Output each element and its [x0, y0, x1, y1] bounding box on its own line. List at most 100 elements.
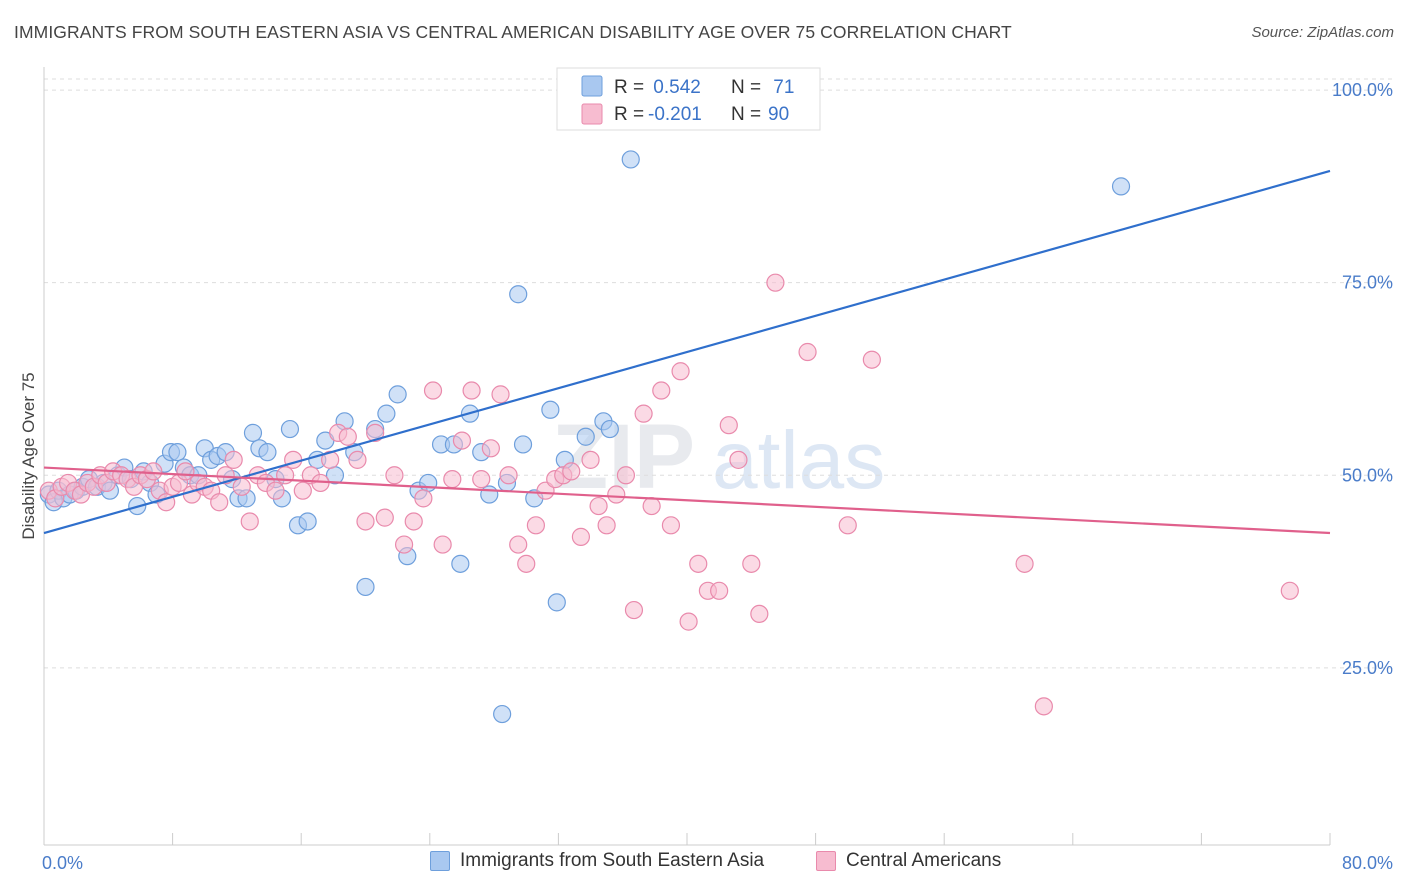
central-americans-point-49: [414, 489, 433, 508]
series-immigrants-se-asia-points: [39, 81, 1131, 724]
se-asia-point-33: [258, 443, 277, 462]
central-americans-point-78: [679, 612, 698, 631]
se-asia-point-50: [419, 473, 438, 493]
central-americans-point-70: [607, 485, 626, 504]
central-americans-point-69: [597, 516, 616, 535]
central-americans-point-92: [1280, 581, 1299, 600]
central-americans-point-46: [385, 466, 404, 485]
legend-label-se-asia: Immigrants from South Eastern Asia: [460, 850, 765, 871]
central-americans-point-71: [616, 466, 636, 485]
se-asia-point-56: [480, 485, 499, 504]
central-americans-point-83: [729, 450, 748, 469]
legend-row1-n-value: 71: [768, 77, 794, 98]
central-americans-point-86: [766, 273, 785, 292]
se-asia-point-69: [1111, 177, 1131, 196]
x-tick-label-min: 0.0%: [42, 853, 83, 873]
trend-line-central-americans: [43, 466, 1331, 535]
legend-item-central-americans: Central Americans: [816, 850, 1001, 872]
central-americans-point-55: [472, 470, 491, 489]
central-americans-point-57: [491, 385, 510, 404]
central-americans-point-73: [634, 404, 653, 423]
se-asia-point-68: [493, 704, 512, 724]
central-americans-point-53: [452, 431, 472, 450]
central-americans-point-84: [742, 554, 761, 573]
central-americans-point-52: [443, 470, 462, 489]
central-americans-point-33: [266, 481, 285, 500]
chart-title: IMMIGRANTS FROM SOUTH EASTERN ASIA VS CE…: [14, 22, 1012, 42]
se-asia-point-20: [168, 443, 187, 462]
se-asia-point-61: [541, 400, 560, 419]
central-americans-point-56: [481, 439, 500, 458]
y-tick-label-100: 100.0%: [1332, 80, 1393, 100]
central-americans-point-43: [356, 512, 375, 531]
central-americans-point-85: [750, 604, 769, 624]
central-americans-point-51: [433, 535, 452, 554]
se-asia-point-64: [576, 427, 595, 446]
se-asia-point-53: [451, 554, 470, 573]
grid-lines: [44, 78, 1393, 669]
legend-row2-n-label: N =: [731, 104, 766, 125]
se-asia-point-58: [513, 435, 533, 454]
legend-swatch-se-asia: [430, 851, 450, 871]
central-americans-point-77: [671, 362, 690, 381]
central-americans-point-35: [284, 450, 303, 469]
series-central-americans-points: [39, 273, 1299, 716]
central-americans-point-66: [571, 527, 591, 546]
central-americans-point-27: [216, 466, 235, 485]
central-americans-point-26: [210, 493, 229, 512]
central-americans-point-50: [423, 381, 443, 400]
central-americans-point-45: [375, 508, 394, 527]
legend-row1-r-value: 0.542: [648, 77, 701, 98]
central-americans-point-75: [652, 381, 671, 400]
legend-top: R = 0.542 N = 71 R = -0.201 N = 90: [556, 67, 821, 131]
central-americans-point-87: [798, 342, 817, 362]
legend-swatch-pink: [581, 103, 603, 125]
central-americans-point-72: [624, 600, 644, 620]
se-asia-point-36: [280, 419, 300, 439]
legend-swatch-blue: [581, 75, 603, 97]
central-americans-point-89: [862, 350, 881, 369]
y-tick-labels: 25.0% 50.0% 75.0% 100.0%: [1332, 80, 1393, 678]
central-americans-point-65: [562, 462, 581, 481]
central-americans-point-42: [348, 450, 367, 469]
x-axis-ticks: [43, 833, 1331, 845]
se-asia-point-31: [243, 423, 263, 442]
y-tick-label-75: 75.0%: [1342, 273, 1393, 293]
central-americans-point-81: [710, 581, 729, 600]
trend-lines: [43, 169, 1331, 535]
source-credit: Source: ZipAtlas.com: [1251, 24, 1394, 41]
central-americans-point-59: [509, 535, 528, 554]
legend-row1-r-label: R =: [614, 77, 649, 98]
legend-row2-r-label: R =: [614, 104, 649, 125]
central-americans-point-16: [144, 462, 163, 481]
trend-line-se-asia: [43, 169, 1331, 535]
y-axis-label: Disability Age Over 75: [19, 372, 38, 539]
se-asia-point-47: [388, 385, 407, 404]
central-americans-point-91: [1034, 697, 1053, 716]
legend-bottom: Immigrants from South Eastern Asia Centr…: [0, 850, 1406, 880]
central-americans-point-36: [293, 481, 312, 500]
se-asia-point-66: [600, 419, 619, 439]
se-asia-point-62: [547, 593, 566, 612]
central-americans-point-74: [642, 496, 661, 516]
central-americans-point-44: [366, 423, 385, 442]
central-americans-point-68: [589, 496, 608, 516]
legend-swatch-central-americans: [816, 851, 836, 871]
central-americans-point-41: [338, 427, 357, 446]
y-tick-label-50: 50.0%: [1342, 465, 1393, 485]
x-tick-label-max: 80.0%: [1342, 853, 1393, 873]
central-americans-point-47: [394, 535, 414, 554]
central-americans-point-60: [517, 554, 536, 573]
se-asia-point-46: [377, 404, 396, 423]
central-americans-point-54: [462, 381, 481, 400]
y-tick-label-25: 25.0%: [1342, 658, 1393, 678]
central-americans-point-88: [838, 516, 857, 535]
central-americans-point-79: [689, 554, 708, 573]
se-asia-point-59: [509, 285, 528, 304]
legend-label-central-americans: Central Americans: [846, 850, 1002, 871]
central-americans-point-67: [581, 450, 600, 469]
se-asia-point-44: [356, 577, 375, 597]
central-americans-point-76: [661, 516, 681, 535]
central-americans-point-48: [404, 512, 423, 531]
